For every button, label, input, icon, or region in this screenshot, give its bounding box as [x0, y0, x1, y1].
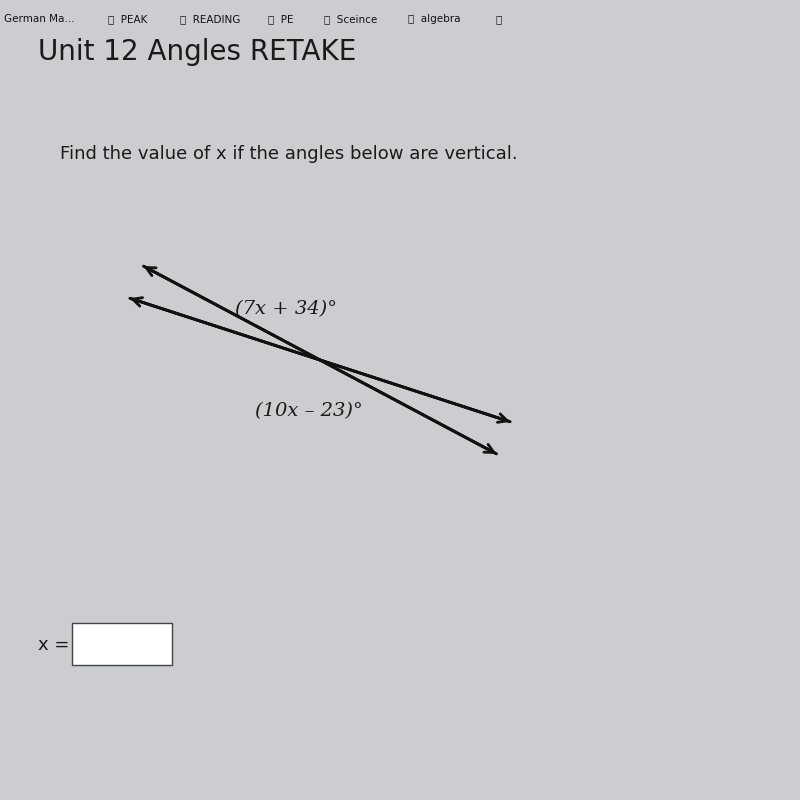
Bar: [72, 623, 172, 665]
Text: ⓢ  PE: ⓢ PE: [268, 14, 294, 24]
Text: (10x – 23)°: (10x – 23)°: [255, 402, 362, 420]
Text: ⓢ  READING: ⓢ READING: [180, 14, 240, 24]
Text: German Ma...: German Ma...: [4, 14, 74, 24]
Text: Find the value of x if the angles below are vertical.: Find the value of x if the angles below …: [60, 145, 518, 163]
Text: ⓢ: ⓢ: [496, 14, 502, 24]
Text: ⓢ  Sceince: ⓢ Sceince: [324, 14, 378, 24]
Text: ⓢ  PEAK: ⓢ PEAK: [108, 14, 147, 24]
Text: Unit 12 Angles RETAKE: Unit 12 Angles RETAKE: [38, 38, 356, 66]
Text: x =: x =: [38, 636, 70, 654]
Text: (7x + 34)°: (7x + 34)°: [235, 300, 337, 318]
Text: ⓢ  algebra: ⓢ algebra: [408, 14, 461, 24]
